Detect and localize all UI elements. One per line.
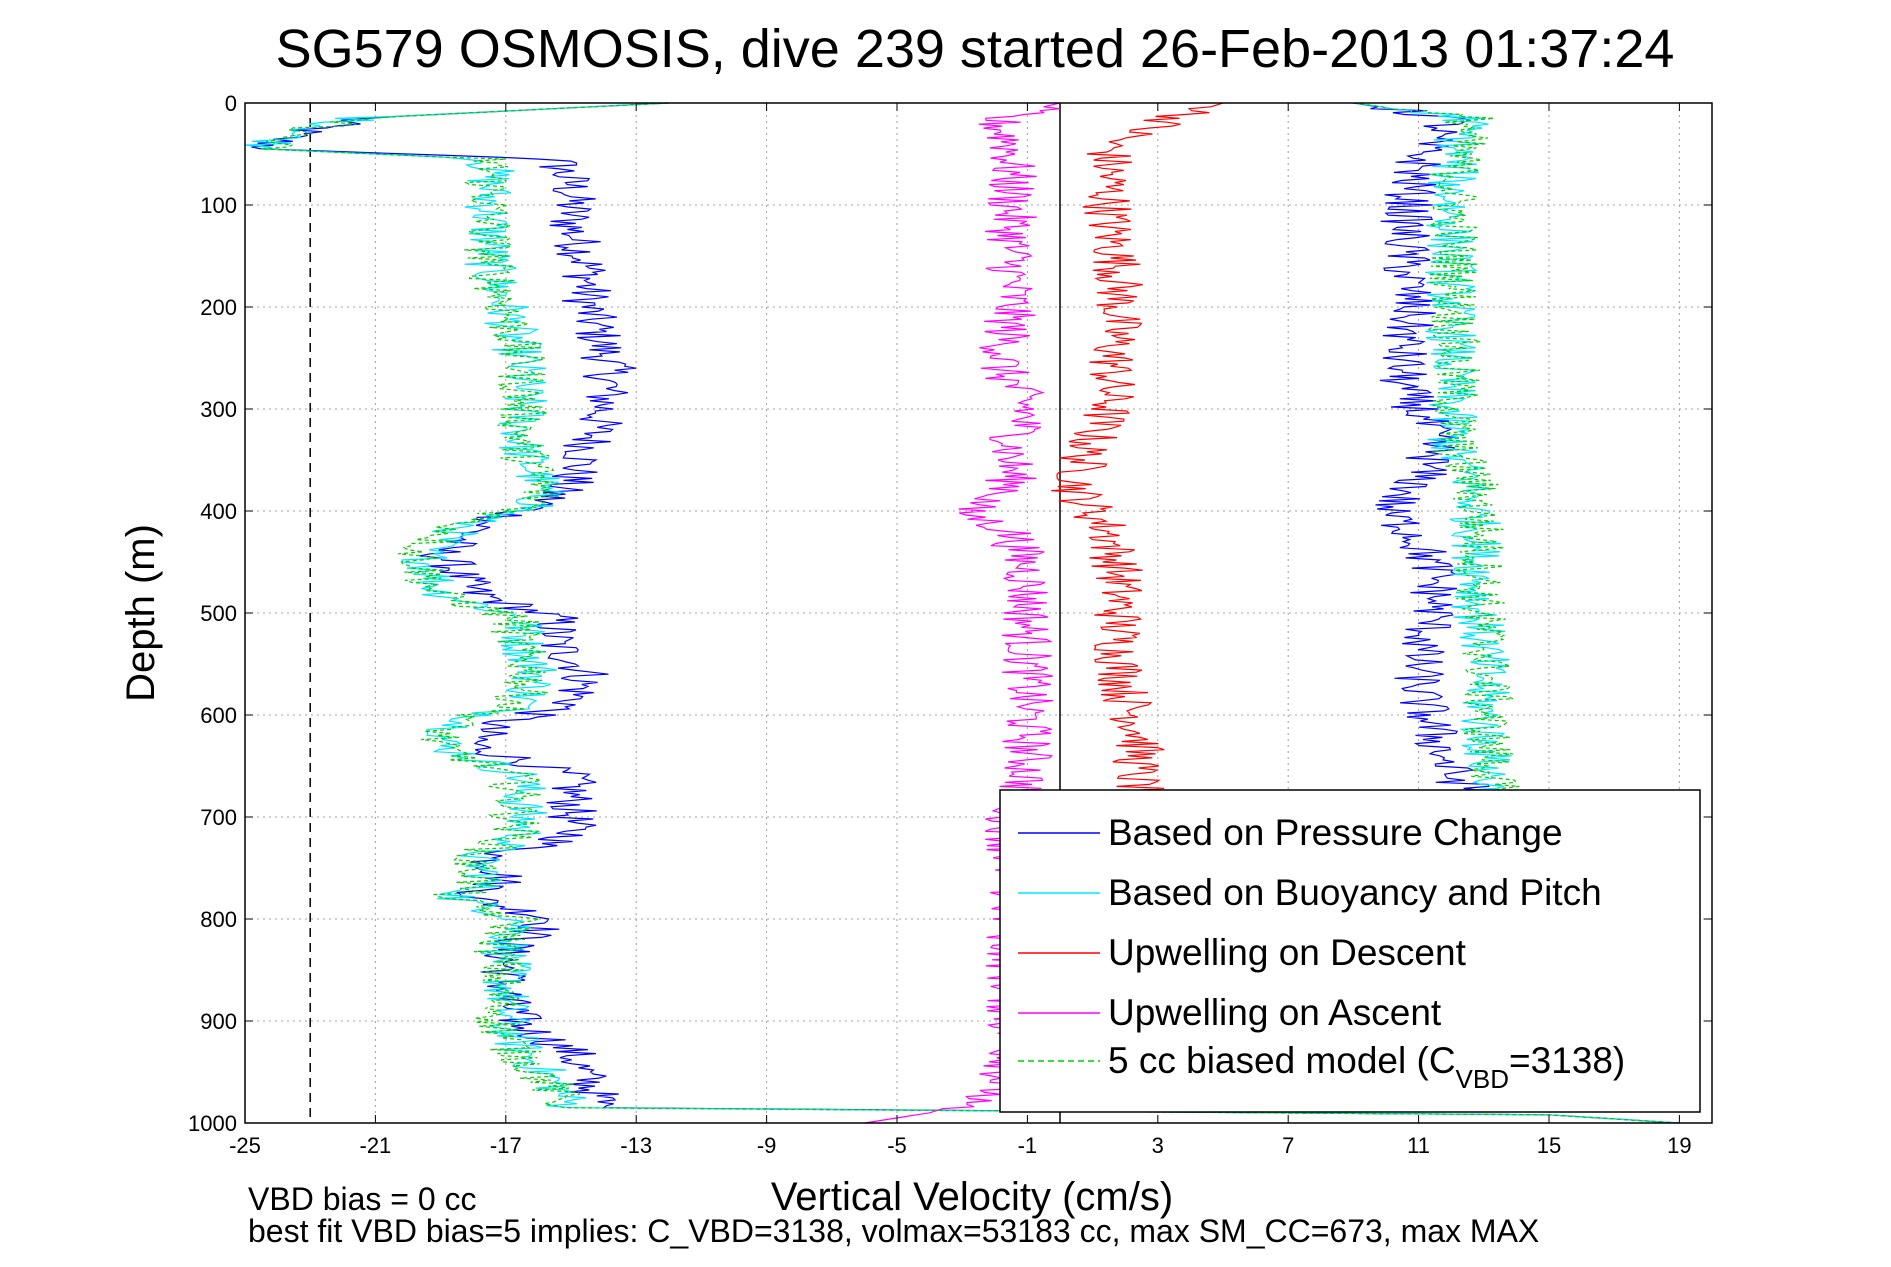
series-line-0 xyxy=(251,102,1680,1124)
note-vbd-bias: VBD bias = 0 cc xyxy=(248,1181,477,1217)
x-tick-label: 15 xyxy=(1537,1133,1561,1158)
x-tick-label: -13 xyxy=(620,1133,652,1158)
grid xyxy=(244,102,1712,1124)
x-tick-label: -9 xyxy=(757,1133,777,1158)
series-line-2 xyxy=(1051,102,1224,798)
x-tick-label: 3 xyxy=(1152,1133,1164,1158)
y-tick-label: 500 xyxy=(200,601,237,626)
y-tick-label: 800 xyxy=(200,907,237,932)
y-tick-label: 600 xyxy=(200,703,237,728)
legend-label: Upwelling on Ascent xyxy=(1108,992,1442,1033)
x-tick-label: -17 xyxy=(490,1133,522,1158)
legend-label: Based on Pressure Change xyxy=(1108,812,1563,853)
x-tick-label: -1 xyxy=(1018,1133,1038,1158)
x-axis-label: Vertical Velocity (cm/s) xyxy=(771,1175,1173,1219)
series-line-4 xyxy=(261,102,1680,1124)
series-line-5 xyxy=(1353,102,1490,798)
x-ticks: -25 -21 -17 -13 -9 -5 -1 3 7 11 15 19 xyxy=(229,103,1692,1158)
x-tick-label: -5 xyxy=(887,1133,907,1158)
y-tick-label: 100 xyxy=(200,193,237,218)
y-tick-label: 1000 xyxy=(188,1111,237,1136)
legend-label: Based on Buoyancy and Pitch xyxy=(1108,872,1602,913)
chart-title: SG579 OSMOSIS, dive 239 started 26-Feb-2… xyxy=(276,19,1675,79)
legend-box xyxy=(999,789,1701,1113)
y-tick-label: 900 xyxy=(200,1009,237,1034)
y-ticks: 0 100 200 300 400 500 600 700 800 900 1000 xyxy=(188,91,1712,1136)
y-tick-label: 700 xyxy=(200,805,237,830)
x-tick-label: -25 xyxy=(229,1133,261,1158)
x-tick-label: -21 xyxy=(360,1133,392,1158)
series-line-7 xyxy=(1353,102,1520,798)
series-group xyxy=(244,102,1680,1124)
x-tick-label: 11 xyxy=(1407,1133,1430,1158)
note-best-fit: best fit VBD bias=5 implies: C_VBD=3138,… xyxy=(248,1213,1539,1249)
series-line-6 xyxy=(1353,102,1512,798)
y-tick-label: 0 xyxy=(225,91,237,116)
y-axis-label: Depth (m) xyxy=(119,524,163,702)
legend: Based on Pressure Change Based on Buoyanc… xyxy=(999,789,1701,1113)
y-tick-label: 400 xyxy=(200,499,237,524)
legend-label: Upwelling on Descent xyxy=(1108,932,1467,973)
y-tick-label: 300 xyxy=(200,397,237,422)
x-tick-label: 7 xyxy=(1282,1133,1294,1158)
y-tick-label: 200 xyxy=(200,295,237,320)
x-tick-label: 19 xyxy=(1667,1133,1691,1158)
